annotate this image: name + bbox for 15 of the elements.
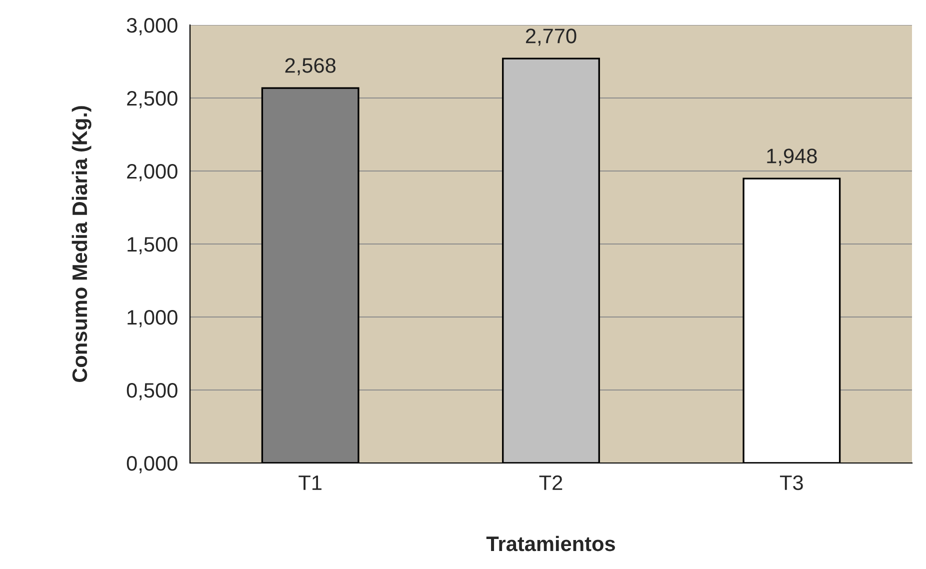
y-tick-label: 0,500: [126, 383, 178, 400]
y-tick-label: 2,000: [127, 164, 178, 182]
y-tick-label: 0,000: [126, 456, 178, 474]
x-tick-label: T1: [298, 476, 322, 490]
y-tick-label: 3,000: [126, 18, 178, 36]
data-label: 1,948: [767, 148, 817, 166]
x-axis-title: Tratamientos: [486, 536, 615, 552]
y-axis-title: Consumo Media Diaria (Kg.): [72, 106, 92, 382]
y-tick-label: 1,000: [128, 310, 178, 328]
x-tick-label: T3: [780, 475, 803, 490]
x-tick-label: T2: [539, 475, 562, 490]
y-tick-label: 2,500: [127, 91, 178, 108]
data-label: 2,568: [285, 58, 336, 76]
data-label: 2,770: [526, 28, 576, 46]
y-tick-label: 1,500: [128, 237, 178, 254]
